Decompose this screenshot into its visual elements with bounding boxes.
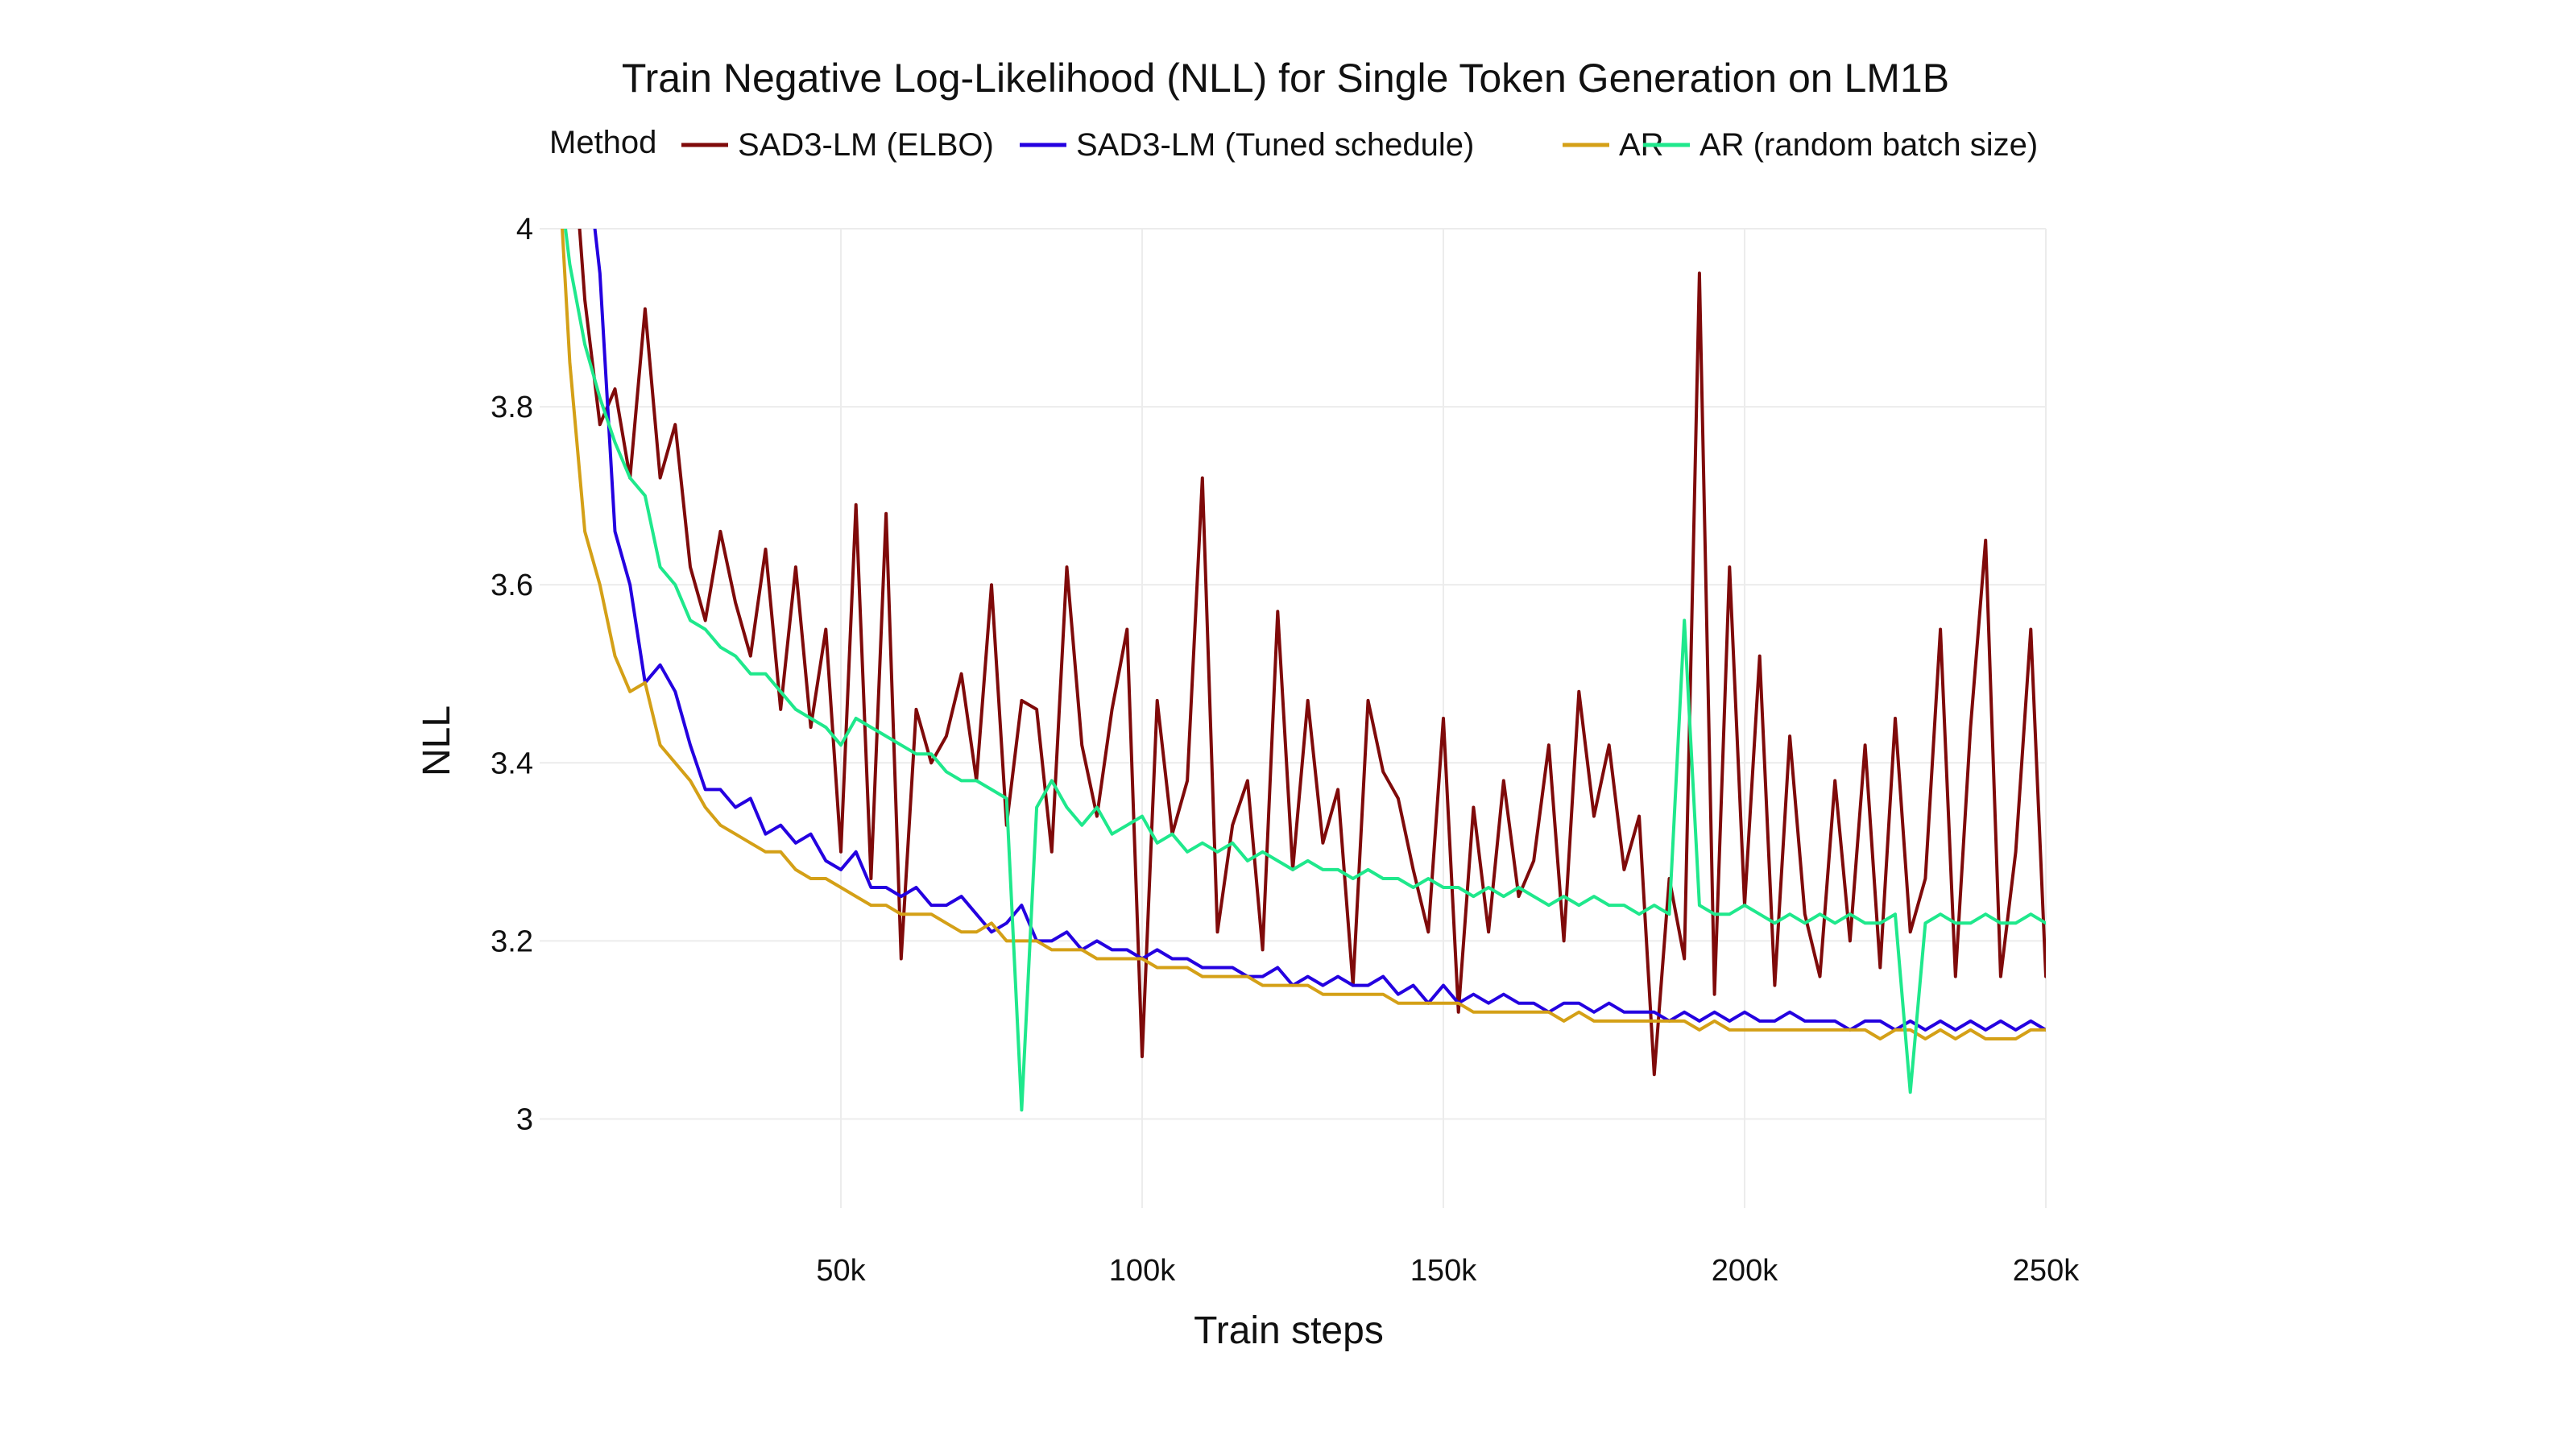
x-tick-label: 50k bbox=[816, 1254, 866, 1288]
x-tick-labels: 50k 100k 150k 200k 250k bbox=[816, 1254, 2080, 1288]
legend-label-sad3-lm-tuned-schedule: SAD3-LM (Tuned schedule) bbox=[1076, 127, 1474, 163]
legend: Method SAD3-LM (ELBO) SAD3-LM (Tuned sche… bbox=[549, 125, 2038, 163]
legend-label-ar-random-batch-size: AR (random batch size) bbox=[1700, 127, 2038, 163]
y-tick-labels: 3 3.2 3.4 3.6 3.8 4 bbox=[491, 213, 533, 1136]
y-axis-title: NLL bbox=[416, 705, 458, 776]
y-tick-label: 3 bbox=[516, 1102, 533, 1136]
series-line-sad3-lm-elbo bbox=[578, 229, 2046, 1077]
series-layer bbox=[561, 229, 2046, 1112]
y-gridlines bbox=[540, 228, 2046, 1120]
x-axis-title: Train steps bbox=[1194, 1309, 1384, 1352]
x-tick-label: 250k bbox=[2013, 1254, 2080, 1288]
x-tick-label: 100k bbox=[1109, 1254, 1176, 1288]
series-line-sad3-lm-tuned-schedule bbox=[593, 229, 2046, 1032]
legend-label-sad3-lm-elbo: SAD3-LM (ELBO) bbox=[738, 127, 994, 163]
series-line-ar-random-batch-size bbox=[564, 229, 2046, 1112]
y-tick-label: 3.2 bbox=[491, 924, 533, 958]
chart-title: Train Negative Log-Likelihood (NLL) for … bbox=[622, 56, 1949, 101]
legend-title: Method bbox=[549, 125, 656, 160]
y-tick-label: 3.4 bbox=[491, 747, 533, 780]
x-tick-label: 200k bbox=[1712, 1254, 1778, 1288]
x-tick-label: 150k bbox=[1410, 1254, 1477, 1288]
series-line-ar bbox=[561, 229, 2046, 1040]
y-tick-label: 4 bbox=[516, 213, 533, 246]
y-tick-label: 3.8 bbox=[491, 391, 533, 424]
y-tick-label: 3.6 bbox=[491, 569, 533, 602]
